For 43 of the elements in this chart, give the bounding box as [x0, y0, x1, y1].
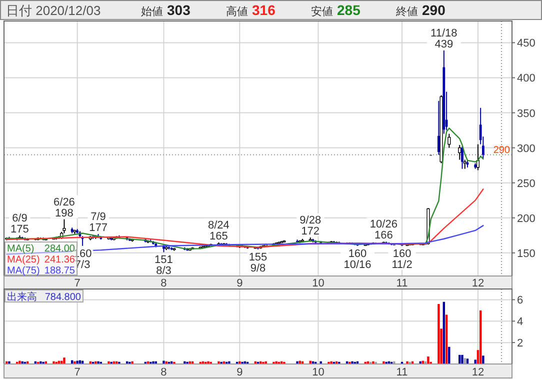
annotation: 155 9/8 — [248, 251, 268, 274]
text: 始値 303 — [141, 2, 191, 18]
y-tick-label: 6 — [517, 294, 524, 307]
text: 高値 316 — [226, 2, 276, 18]
annotation: 8/24 165 — [208, 219, 230, 242]
x-tick-label: 7 — [74, 278, 80, 290]
y-tick-label: 400 — [517, 72, 536, 85]
x-tick-label: 8 — [160, 278, 167, 290]
annotation: 9/28 172 — [300, 214, 322, 238]
annotation: 151 8/3 — [154, 254, 173, 278]
x-tick-label: 9 — [236, 366, 243, 378]
series-label: MA(5) 284.00 — [7, 244, 76, 254]
ref-line-label: 290 — [493, 144, 510, 156]
text: 安値 285 — [311, 2, 361, 18]
annotation: 160 10/16 — [344, 248, 372, 271]
x-tick-label: 10 — [312, 278, 324, 290]
annotation: 7/9 177 — [89, 210, 108, 234]
series-label: MA(25) 241.36 — [7, 254, 76, 266]
chart-title: 日付 2020/12/03 — [6, 3, 101, 18]
x-tick-label: 11 — [396, 366, 408, 378]
y-tick-label: 300 — [517, 142, 536, 155]
y-tick-label: 350 — [517, 108, 536, 120]
annotation: 11/18 439 — [430, 27, 458, 50]
y-tick-label: 450 — [517, 38, 536, 50]
x-tick-label: 12 — [472, 366, 484, 378]
y-tick-label: 2 — [517, 338, 524, 350]
y-tick-label: 4 — [517, 316, 524, 328]
chart-title: 出来高 784.800 — [7, 291, 82, 303]
x-tick-label: 11 — [396, 278, 408, 290]
x-tick-label: 12 — [472, 278, 484, 290]
series-label: MA(75) 188.75 — [7, 266, 76, 276]
x-tick-label: 9 — [236, 278, 243, 290]
annotation: 6/26 198 — [54, 196, 75, 220]
y-tick-label: 250 — [517, 178, 536, 190]
x-tick-label: 10 — [312, 366, 324, 378]
x-tick-label: 7 — [74, 366, 80, 378]
annotation: 160 11/2 — [392, 248, 412, 271]
text: 終値 290 — [395, 2, 446, 18]
y-tick-label: 150 — [517, 248, 536, 260]
x-tick-label: 8 — [160, 366, 167, 378]
annotation: 6/9 175 — [10, 212, 29, 236]
y-tick-label: 200 — [517, 212, 536, 225]
annotation: 10/26 166 — [370, 218, 398, 242]
